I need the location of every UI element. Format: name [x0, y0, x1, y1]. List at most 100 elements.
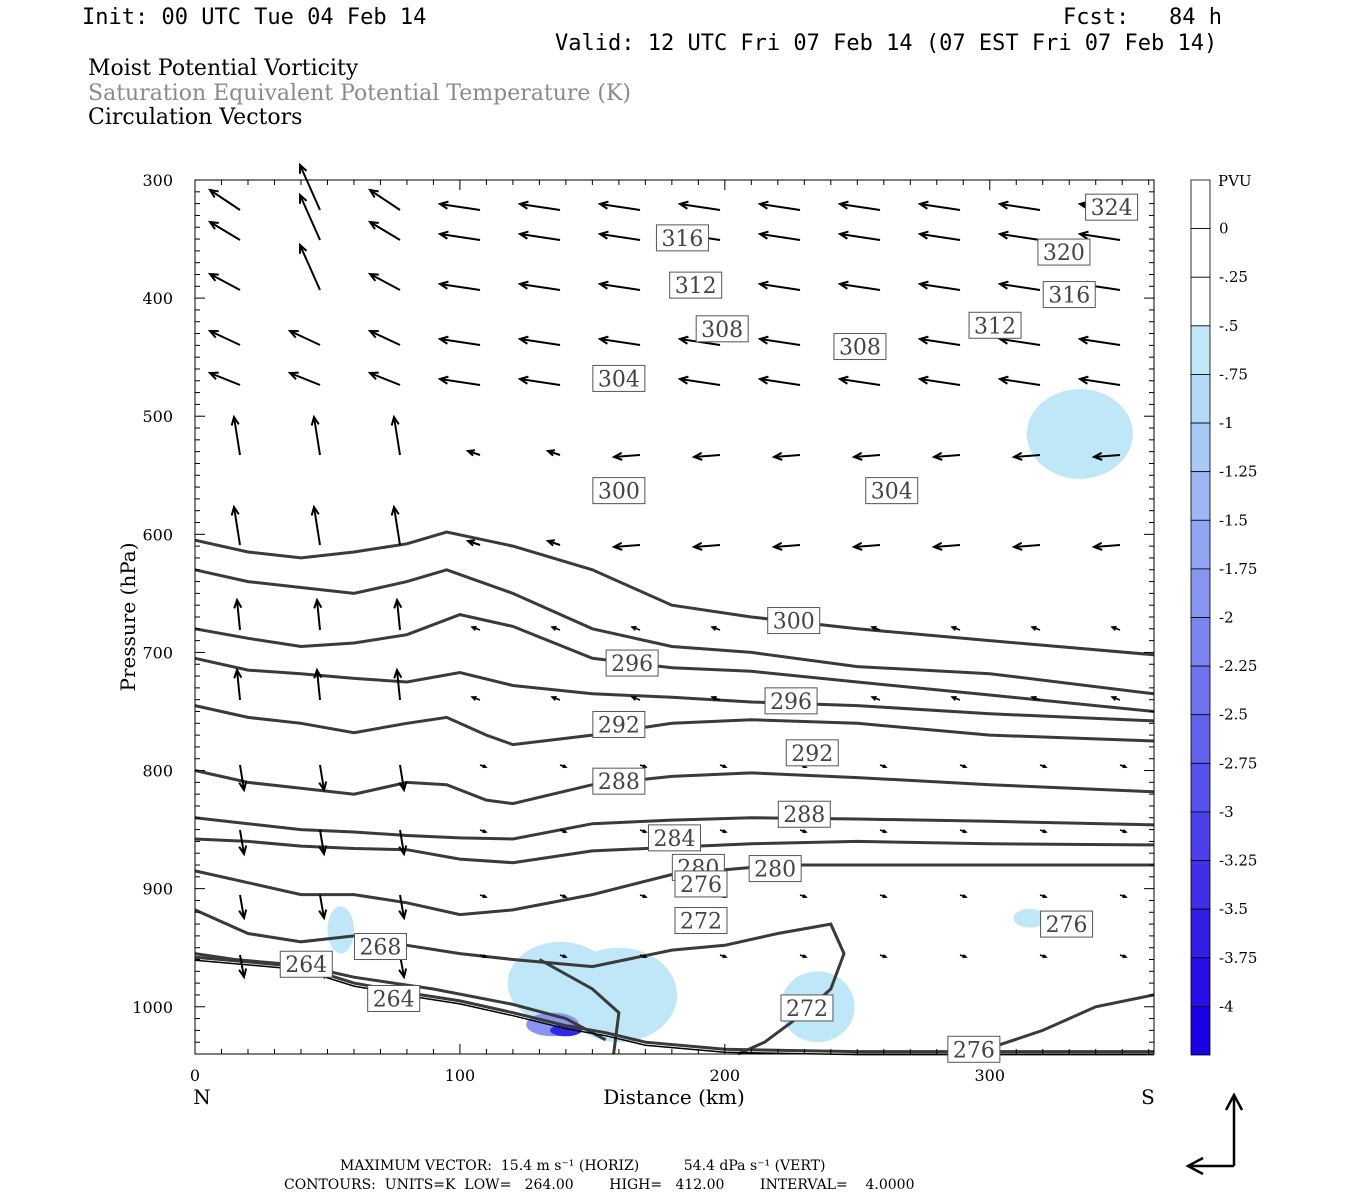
contour-label-text: 316	[1048, 284, 1090, 309]
circulation-vector	[1011, 451, 1041, 461]
contour-label: 272	[674, 907, 728, 935]
circulation-vector	[630, 695, 641, 701]
circulation-vector	[851, 451, 881, 461]
circulation-vector	[597, 280, 641, 291]
y-tick-label: 800	[142, 762, 173, 781]
x-axis-label: Distance (km)	[603, 1085, 745, 1109]
colorbar-label: 0	[1219, 220, 1229, 238]
circulation-vector	[959, 764, 968, 769]
circulation-vector	[517, 375, 561, 386]
circulation-vector	[517, 230, 561, 241]
circulation-vector	[837, 280, 881, 291]
contour-label-text: 292	[791, 742, 833, 767]
contour-label-text: 324	[1091, 196, 1133, 221]
contour-label: 284	[648, 824, 701, 852]
contour-label: 304	[592, 364, 646, 392]
colorbar-label: -3.5	[1219, 900, 1248, 918]
circulation-vector	[710, 695, 721, 701]
pv-shade-region	[1026, 389, 1133, 479]
circulation-vector	[479, 894, 488, 899]
contour-label: 308	[833, 333, 887, 361]
contour-label: 296	[764, 687, 818, 715]
colorbar-label: -1	[1219, 414, 1234, 432]
colorbar-label: -2.25	[1219, 657, 1257, 675]
pv-shade-region	[560, 947, 678, 1043]
circulation-vector	[1039, 894, 1048, 899]
contour-label-text: 292	[598, 713, 640, 738]
contour-label: 308	[695, 315, 749, 343]
y-tick-label: 400	[142, 289, 173, 308]
pv-colorbar: 0 -.25 -.5 -.75 -1 -1.25 -1.5 -1.75 -2 -2.25 -2.5 -…	[1190, 179, 1257, 1056]
colorbar-label: -.25	[1219, 268, 1248, 286]
footer-max-vector: MAXIMUM VECTOR: 15.4 m s⁻¹ (HORIZ) 54.4 …	[340, 1158, 826, 1174]
colorbar-label: -.5	[1219, 317, 1238, 335]
colorbar-swatch	[1190, 276, 1211, 327]
circulation-vector	[757, 280, 801, 291]
contour-label-text: 296	[611, 652, 653, 677]
circulation-vector	[959, 894, 968, 899]
circulation-vector	[611, 541, 641, 551]
circulation-vectors	[207, 162, 1128, 980]
circulation-vector	[950, 695, 961, 701]
contour-label: 316	[1042, 281, 1096, 309]
theta-contour-276	[194, 863, 1154, 917]
circulation-vector	[597, 200, 641, 211]
colorbar-swatch	[1190, 860, 1211, 910]
circulation-vector	[691, 451, 721, 461]
contour-label: 292	[592, 710, 646, 738]
contour-label: 296	[605, 649, 659, 677]
contour-label-text: 276	[953, 1038, 995, 1063]
circulation-vector	[559, 894, 568, 899]
circulation-vector	[517, 280, 561, 291]
contour-label: 272	[780, 994, 834, 1022]
theta-contour-284	[194, 816, 1155, 841]
contour-label: 288	[592, 767, 646, 795]
circulation-vector	[931, 541, 961, 551]
axis-ticks: 300 400 500 600 700 800 900 1000 0 100 200 300	[132, 171, 1154, 1085]
circulation-vector	[639, 894, 648, 899]
colorbar-label: -3.25	[1219, 852, 1257, 870]
circulation-vector	[367, 220, 401, 241]
circulation-vector	[1119, 764, 1128, 769]
contour-label-text: 280	[754, 858, 796, 883]
contour-label-text: 276	[1046, 913, 1088, 938]
circulation-vector	[1077, 230, 1121, 241]
circulation-vector	[437, 335, 481, 346]
circulation-vector	[597, 335, 641, 346]
circulation-vector	[1119, 894, 1128, 899]
colorbar-label: -4	[1219, 997, 1234, 1015]
circulation-vector	[1119, 954, 1128, 959]
contour-label-text: 296	[770, 690, 812, 715]
circulation-vector	[799, 894, 808, 899]
colorbar-swatch	[1190, 179, 1211, 230]
colorbar-label: -2.75	[1219, 754, 1257, 772]
circulation-vector	[837, 200, 881, 211]
circulation-vector	[1110, 625, 1121, 631]
field-title-theta-es: Saturation Equivalent Potential Temperat…	[88, 81, 631, 106]
circulation-vector	[398, 894, 408, 921]
circulation-vector	[771, 541, 801, 551]
circulation-vector	[287, 329, 321, 346]
circulation-vector	[517, 200, 561, 211]
contour-label: 276	[1040, 910, 1094, 938]
valid-time: Valid: 12 UTC Fri 07 Feb 14 (07 EST Fri …	[555, 31, 1218, 56]
circulation-vector	[230, 414, 241, 456]
contour-label-text: 288	[598, 770, 640, 795]
circulation-vector	[997, 280, 1041, 291]
theta-contour-308	[194, 530, 1155, 657]
contour-label-text: 264	[373, 987, 415, 1012]
circulation-vector	[950, 625, 961, 631]
circulation-vector	[238, 894, 248, 921]
circulation-vector	[917, 230, 961, 241]
contour-label: 312	[968, 311, 1022, 339]
circulation-vector	[207, 272, 241, 291]
init-time: Init: 00 UTC Tue 04 Feb 14	[82, 5, 427, 30]
contour-label: 304	[865, 477, 919, 505]
circulation-vector	[1091, 541, 1121, 551]
colorbar-swatch	[1190, 1005, 1211, 1056]
colorbar-label: -2.5	[1219, 706, 1248, 724]
colorbar-swatch	[1190, 519, 1211, 570]
y-tick-label: 1000	[132, 998, 173, 1017]
theta-contour-288	[194, 769, 1155, 806]
circulation-vector	[837, 375, 881, 386]
